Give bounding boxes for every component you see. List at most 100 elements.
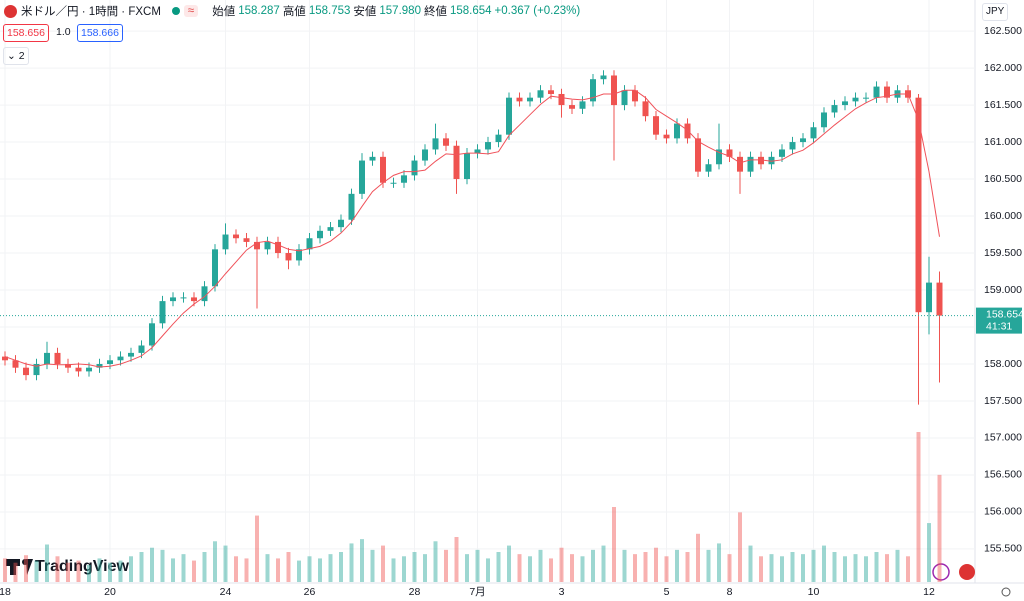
candle-body <box>264 241 271 250</box>
countdown: 41:31 <box>986 320 1012 332</box>
candle-body <box>96 363 103 368</box>
volume-bar <box>444 549 448 582</box>
high-label: 高値 <box>282 6 306 18</box>
x-tick-label: 8 <box>727 586 733 598</box>
volume-bar <box>664 556 669 582</box>
candle-body <box>558 93 565 106</box>
volume-bar <box>580 556 585 582</box>
last-price-label: 158.654 <box>986 308 1024 320</box>
volume-bar <box>507 545 511 582</box>
volume-bar <box>433 541 438 582</box>
x-tick-label: 3 <box>559 586 565 598</box>
candle-body <box>600 75 607 80</box>
buy-button[interactable]: 158.666 <box>77 24 123 42</box>
candle-body <box>390 182 397 184</box>
y-tick-label: 156.000 <box>984 506 1022 518</box>
volume-bar <box>13 562 18 582</box>
volume-bar <box>843 556 847 582</box>
y-tick-label: 161.500 <box>984 99 1022 111</box>
alert-icon[interactable] <box>932 563 950 581</box>
candle-body <box>44 352 50 364</box>
candle-body <box>401 175 407 183</box>
y-tick-label: 160.000 <box>984 210 1022 222</box>
volume-bar <box>654 547 658 582</box>
candle-body <box>296 249 302 261</box>
volume-bar <box>790 552 795 582</box>
volume-bar <box>549 558 553 582</box>
candle-body <box>936 282 943 316</box>
candle-body <box>65 363 71 368</box>
volume-bar <box>108 562 112 582</box>
market-status[interactable]: ≈ <box>183 5 199 17</box>
volume-bar <box>391 558 396 582</box>
volume-bar <box>402 556 406 582</box>
volume-bar <box>370 549 375 582</box>
candle-body <box>33 363 40 376</box>
candle-body <box>180 297 187 299</box>
flag-icon <box>4 4 17 18</box>
candle-body <box>128 352 134 357</box>
candle-body <box>359 160 365 194</box>
volume-bar <box>213 541 217 582</box>
candle-body <box>905 90 911 98</box>
indicators-toggle[interactable]: ⌄ 2 <box>3 47 29 65</box>
x-tick-label: 24 <box>220 586 232 598</box>
volume-bar <box>633 554 637 582</box>
change: +0.367 (+0.23%) <box>494 5 581 17</box>
sell-button[interactable]: 158.656 <box>3 24 49 42</box>
symbol[interactable]: 米ドル／円 · 1時間 · FXCM <box>21 6 161 18</box>
volume-bar <box>622 549 627 582</box>
volume-bar <box>276 558 280 582</box>
candle-body <box>243 238 250 242</box>
volume-bar <box>286 552 291 582</box>
candle-body <box>443 138 449 146</box>
candle-body <box>432 138 439 150</box>
volume-bar <box>255 515 259 582</box>
volume-bar <box>906 556 910 582</box>
candle-body <box>569 105 575 109</box>
candle-body <box>170 297 176 302</box>
candle-body <box>422 149 428 161</box>
volume-bar <box>769 554 774 582</box>
volume-bar <box>192 560 196 582</box>
candle-body <box>495 134 502 143</box>
volume-bar <box>454 537 459 582</box>
candle-body <box>579 101 586 109</box>
volume-bar <box>685 552 690 582</box>
y-tick-label: 162.500 <box>984 25 1022 37</box>
candle-body <box>789 142 796 150</box>
candle-body <box>138 345 145 353</box>
y-tick-label: 162.000 <box>984 62 1022 74</box>
flag-button[interactable] <box>959 564 975 580</box>
candle-body <box>254 241 260 250</box>
volume-bar <box>937 474 942 582</box>
volume-bar <box>496 552 501 582</box>
candle-body <box>590 79 596 102</box>
volume-bar <box>612 507 616 582</box>
candle-body <box>726 149 733 157</box>
y-tick-label: 157.000 <box>984 432 1022 444</box>
volume-bar <box>780 556 784 582</box>
volume-bar <box>643 552 648 582</box>
currency-button[interactable]: JPY <box>982 3 1009 21</box>
candle-body <box>873 86 880 98</box>
volume-bar <box>118 560 123 582</box>
volume-bar <box>727 554 732 582</box>
candle-body <box>233 234 239 239</box>
candle-body <box>758 156 764 165</box>
candle-body <box>632 90 638 102</box>
quantity[interactable]: 1.0 <box>56 26 71 38</box>
volume-bar <box>97 558 102 582</box>
volume-bar <box>822 545 826 582</box>
volume-bar <box>45 544 49 582</box>
candle-body <box>149 323 155 346</box>
candle-body <box>159 301 166 324</box>
volume-bar <box>234 556 238 582</box>
indicators-count: 2 <box>18 50 25 62</box>
volume-bar <box>853 554 858 582</box>
volume-bar <box>129 556 133 582</box>
candle-body <box>747 156 754 172</box>
candle-body <box>642 101 649 117</box>
settings-icon[interactable] <box>1001 587 1011 597</box>
